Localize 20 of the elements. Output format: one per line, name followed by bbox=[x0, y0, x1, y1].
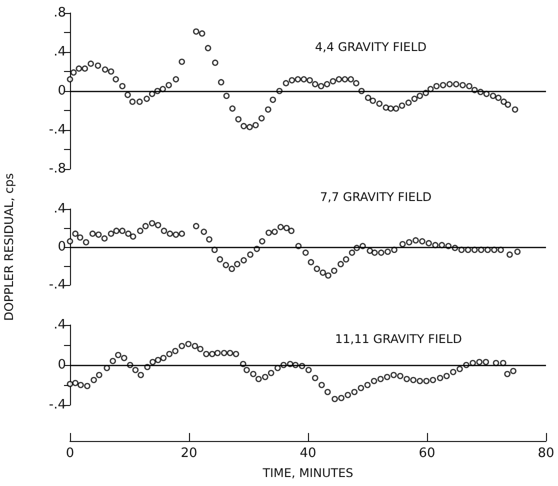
x-tick-label: 80 bbox=[538, 446, 554, 461]
y-tick-label: -.4 bbox=[48, 122, 66, 138]
y-tick-label: 0 bbox=[58, 240, 66, 254]
y-tick-label: -.8 bbox=[48, 162, 66, 176]
chart-title: 7,7 GRAVITY FIELD bbox=[320, 190, 432, 204]
x-axis-title: TIME, MINUTES bbox=[262, 466, 354, 480]
y-tick-label: -.4 bbox=[48, 278, 66, 292]
text: 4,4 GRAVITY FIELD bbox=[315, 40, 427, 54]
x-tick-label: 20 bbox=[180, 446, 198, 461]
x-tick-label: 60 bbox=[418, 446, 436, 461]
y-tick-label: .8 bbox=[54, 6, 66, 20]
y-tick-label: .4 bbox=[54, 202, 66, 216]
y-tick-label: 0 bbox=[58, 358, 66, 372]
x-tick-label: 40 bbox=[300, 446, 316, 461]
y-axis-title: DOPPLER RESIDUAL, cps bbox=[2, 173, 16, 321]
y-tick-label: -.4 bbox=[48, 398, 66, 412]
text: 11,11 GRAVITY FIELD bbox=[335, 332, 462, 346]
y-tick-label: .4 bbox=[54, 44, 66, 60]
y-tick-label: 0 bbox=[58, 84, 66, 98]
y-tick-label: .4 bbox=[54, 318, 66, 332]
